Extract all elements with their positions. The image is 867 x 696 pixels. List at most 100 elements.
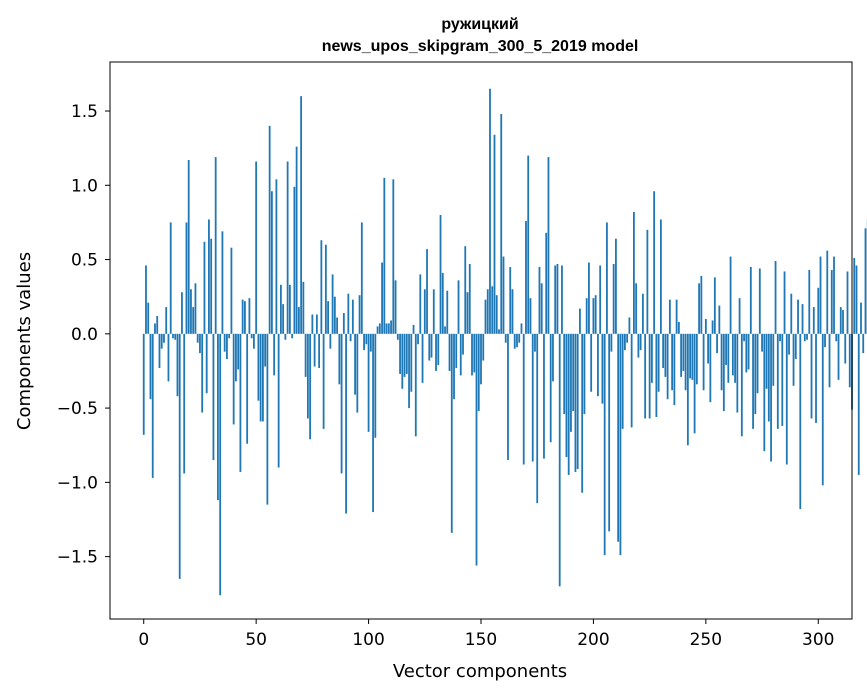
bar-110 <box>390 320 392 334</box>
bar-186 <box>561 265 563 334</box>
bar-119 <box>410 333 413 392</box>
bar-224 <box>646 229 649 334</box>
bar-170 <box>525 220 527 334</box>
bar-187 <box>563 333 566 415</box>
bar-92 <box>349 333 352 342</box>
bar-247 <box>698 283 700 334</box>
bar-149 <box>477 333 480 412</box>
bar-100 <box>367 333 370 432</box>
bar-200 <box>592 298 595 334</box>
bar-169 <box>522 333 525 465</box>
bar-241 <box>684 333 687 391</box>
bar-67 <box>293 186 296 334</box>
bar-184 <box>556 264 559 334</box>
chart-title-line-1: ружицкий <box>441 16 518 33</box>
bar-147 <box>473 333 476 373</box>
bar-117 <box>405 333 408 374</box>
bar-276 <box>763 333 766 452</box>
bar-23 <box>194 283 197 334</box>
bar-62 <box>282 304 285 334</box>
bar-210 <box>615 238 617 334</box>
bar-79 <box>320 240 323 334</box>
y-tick-label: 0.5 <box>71 251 98 271</box>
bar-8 <box>160 333 163 349</box>
bar-222 <box>641 293 644 334</box>
bar-155 <box>491 286 494 334</box>
bar-263 <box>734 333 736 383</box>
bar-52 <box>259 333 262 422</box>
bar-208 <box>610 333 613 352</box>
bar-223 <box>644 333 647 419</box>
bar-44 <box>241 299 244 334</box>
bar-111 <box>392 179 395 334</box>
bar-96 <box>358 295 361 334</box>
bar-190 <box>570 333 572 432</box>
bar-165 <box>513 333 516 349</box>
bar-225 <box>648 333 651 419</box>
bar-173 <box>531 333 534 462</box>
bar-35 <box>221 231 224 334</box>
bar-87 <box>338 333 341 385</box>
bar-196 <box>583 333 586 415</box>
bar-45 <box>244 301 246 334</box>
bar-188 <box>565 333 568 458</box>
x-tick-label: 50 <box>245 630 267 650</box>
bar-37 <box>226 333 228 360</box>
bar-303 <box>824 333 826 348</box>
bar-159 <box>500 113 503 334</box>
bar-167 <box>518 333 521 343</box>
bar-70 <box>300 96 303 334</box>
bar-316 <box>853 258 856 334</box>
bar-65 <box>288 284 291 334</box>
y-axis-label: Components values <box>14 252 35 430</box>
bar-46 <box>246 333 249 444</box>
bar-27 <box>203 241 206 334</box>
bar-54 <box>264 333 267 367</box>
bar-250 <box>704 318 707 334</box>
bar-213 <box>621 333 624 429</box>
bar-14 <box>174 333 177 340</box>
bar-285 <box>783 271 786 334</box>
bar-319 <box>860 302 862 334</box>
bar-86 <box>336 317 338 334</box>
bar-29 <box>208 219 210 334</box>
bar-261 <box>729 256 732 334</box>
bar-294 <box>803 333 806 342</box>
bar-77 <box>315 314 318 334</box>
bar-178 <box>543 333 545 459</box>
bar-197 <box>585 298 588 334</box>
bar-175 <box>536 333 539 504</box>
bar-57 <box>270 191 273 334</box>
y-tick-label: 1.5 <box>71 102 98 122</box>
bar-26 <box>201 333 204 413</box>
bar-253 <box>711 320 714 334</box>
bar-243 <box>689 333 692 379</box>
bar-266 <box>740 333 743 437</box>
bar-264 <box>736 333 739 413</box>
bar-139 <box>455 333 458 368</box>
bar-56 <box>268 125 271 334</box>
bar-90 <box>345 333 347 514</box>
bar-193 <box>576 333 579 469</box>
bar-252 <box>709 333 712 403</box>
bar-162 <box>507 333 509 461</box>
bar-148 <box>475 333 478 566</box>
bar-145 <box>468 264 471 334</box>
chart-title-line-2: news_upos_skipgram_300_5_2019 model <box>322 38 639 55</box>
bar-321 <box>864 228 867 334</box>
bar-296 <box>808 269 811 334</box>
bar-60 <box>277 333 280 468</box>
bar-293 <box>801 304 804 334</box>
bar-82 <box>327 301 329 334</box>
bar-88 <box>340 333 343 474</box>
x-tick-label: 150 <box>465 630 497 650</box>
bar-251 <box>707 333 709 364</box>
bar-227 <box>653 191 656 334</box>
bar-320 <box>862 333 865 354</box>
bar-122 <box>417 333 419 345</box>
bar-9 <box>163 333 165 343</box>
bar-20 <box>187 160 190 334</box>
bar-189 <box>567 333 570 475</box>
bar-244 <box>691 333 694 380</box>
bar-292 <box>799 333 802 510</box>
